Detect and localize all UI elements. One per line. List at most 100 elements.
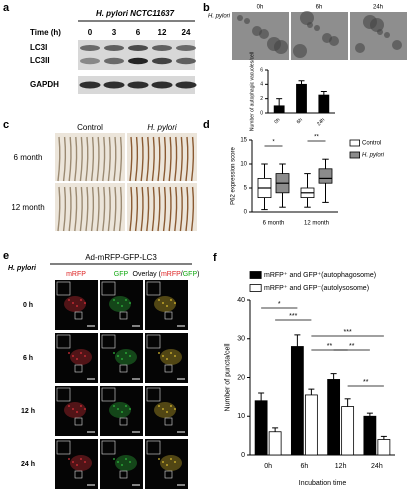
tissue-fold — [190, 186, 195, 232]
puncta — [84, 355, 86, 357]
puncta — [72, 408, 74, 410]
inset — [101, 334, 116, 349]
puncta — [170, 352, 172, 354]
puncta — [76, 464, 78, 466]
y-tick-label: 20 — [237, 374, 245, 381]
puncta — [170, 458, 172, 460]
x-tick-label: 6 month — [263, 221, 285, 227]
band-label: GAPDH — [30, 80, 59, 89]
bar — [273, 105, 285, 114]
ihc-image — [127, 133, 197, 181]
panel-label: e — [3, 250, 9, 262]
puncta — [125, 299, 127, 301]
significance-label: * — [272, 140, 275, 146]
tissue-fold — [190, 136, 195, 182]
band — [79, 81, 101, 89]
x-tick-label: 12 month — [304, 221, 329, 227]
puncta — [162, 461, 164, 463]
inset — [56, 334, 71, 349]
micrograph — [55, 386, 98, 436]
micrograph — [145, 333, 188, 383]
organelle — [300, 11, 314, 25]
bar — [341, 406, 355, 456]
puncta — [158, 405, 160, 407]
overlay-part: Overlay ( — [133, 271, 162, 278]
x-tick-label: 12h — [335, 463, 347, 470]
significance-label: ** — [327, 343, 333, 350]
organelle — [274, 40, 288, 54]
tissue-fold — [174, 186, 178, 232]
puncta — [162, 302, 164, 304]
roi — [74, 470, 83, 479]
puncta — [129, 302, 131, 304]
inset — [146, 334, 161, 349]
puncta — [113, 405, 115, 407]
puncta — [84, 302, 86, 304]
tissue-fold — [90, 136, 95, 182]
micrograph — [100, 386, 143, 436]
puncta — [125, 352, 127, 354]
strain-title: H. pylori NCTC11637 — [96, 9, 175, 18]
bar — [254, 400, 268, 456]
puncta — [72, 461, 74, 463]
row-label: 12 h — [21, 408, 35, 415]
image-label: 0h — [257, 5, 264, 11]
organelle — [237, 15, 243, 21]
puncta — [158, 352, 160, 354]
puncta — [170, 299, 172, 301]
tissue-fold — [179, 186, 183, 232]
puncta — [113, 299, 115, 301]
row-label: 24 h — [21, 461, 35, 468]
tissue-fold — [168, 186, 172, 232]
cell — [64, 402, 86, 418]
organelle — [392, 40, 402, 50]
band-label: LC3I — [30, 43, 47, 52]
puncta — [68, 458, 70, 460]
cell — [160, 455, 182, 471]
band-label: LC3II — [30, 56, 50, 65]
tissue-fold — [118, 136, 123, 182]
tissue-fold — [62, 186, 67, 232]
puncta — [72, 355, 74, 357]
puncta — [121, 358, 123, 360]
inset — [101, 281, 116, 296]
puncta — [121, 305, 123, 307]
tissue-fold — [107, 136, 111, 182]
puncta — [166, 464, 168, 466]
y-tick-label: 0 — [244, 210, 248, 216]
row-label: 6 month — [14, 153, 43, 162]
puncta — [166, 358, 168, 360]
tissue-fold — [134, 136, 139, 182]
roi — [119, 364, 128, 373]
micrograph — [55, 333, 98, 383]
panel-label: c — [3, 119, 9, 131]
band — [176, 45, 196, 51]
box — [318, 168, 333, 184]
puncta — [125, 458, 127, 460]
roi — [74, 364, 83, 373]
puncta — [80, 458, 82, 460]
bar — [304, 394, 318, 456]
y-axis-label: Number of autophagic vacuoles/cell — [249, 52, 255, 131]
tissue-fold — [96, 186, 100, 232]
tissue-fold — [146, 186, 150, 232]
tissue-fold — [79, 136, 83, 182]
puncta — [162, 355, 164, 357]
puncta — [80, 352, 82, 354]
puncta — [158, 458, 160, 460]
overlay-part: GFP — [183, 271, 198, 278]
overlay-part: / — [181, 271, 183, 278]
organelle — [355, 43, 365, 53]
puncta — [125, 405, 127, 407]
y-tick-label: 6 — [260, 67, 263, 73]
puncta — [72, 302, 74, 304]
cell — [70, 455, 92, 471]
bar — [296, 83, 307, 114]
micrograph — [145, 439, 188, 489]
overlay-part: mRFP — [161, 271, 181, 278]
cell — [70, 349, 92, 365]
tissue-fold — [162, 136, 167, 182]
x-tick-label: 0h — [273, 117, 281, 125]
tissue-fold — [74, 136, 78, 182]
cell — [115, 455, 137, 471]
